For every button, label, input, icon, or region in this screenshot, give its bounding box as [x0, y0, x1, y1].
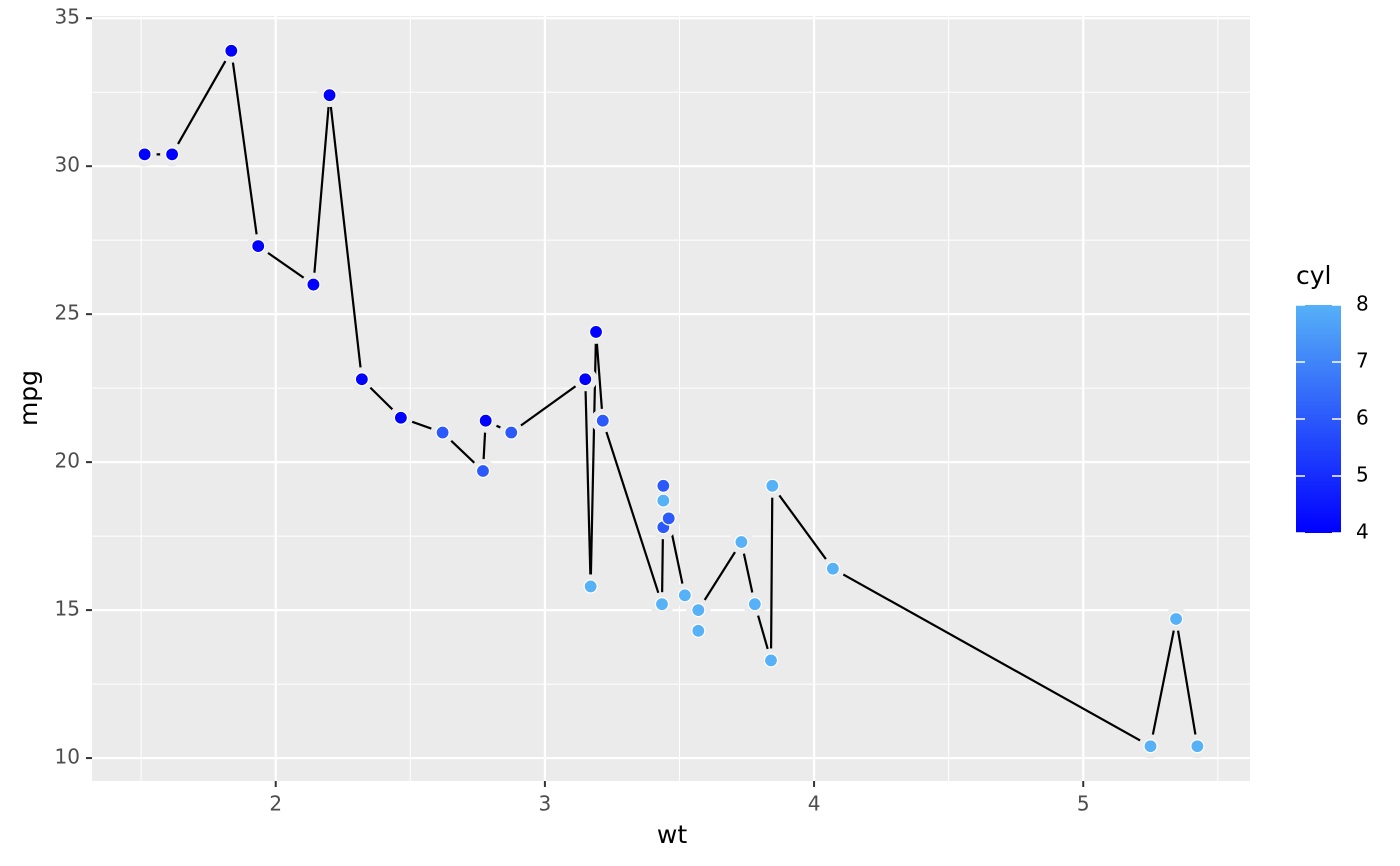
y-tick-label: 35 — [55, 5, 80, 29]
point — [224, 43, 239, 58]
colorbar-label: 5 — [1356, 463, 1369, 487]
x-tick-label: 2 — [269, 792, 282, 816]
y-tick-label: 25 — [55, 301, 80, 325]
point — [763, 653, 779, 668]
point — [825, 561, 841, 576]
point — [765, 478, 780, 493]
point — [164, 147, 180, 162]
point — [1190, 739, 1205, 754]
point — [677, 588, 692, 603]
point — [306, 277, 321, 292]
point — [435, 425, 450, 440]
y-tick-label: 10 — [55, 745, 80, 769]
x-tick-label: 4 — [808, 792, 821, 816]
colorbar-label: 8 — [1356, 292, 1369, 316]
point — [691, 623, 706, 638]
x-tick-label: 3 — [539, 792, 552, 816]
point — [656, 478, 671, 493]
point — [393, 410, 408, 425]
y-tick-label: 30 — [55, 153, 80, 177]
point — [661, 511, 676, 526]
point — [354, 372, 369, 387]
point — [595, 413, 610, 428]
point — [475, 463, 491, 479]
point — [322, 88, 337, 103]
colorbar-label: 7 — [1356, 349, 1369, 373]
y-tick-label: 20 — [55, 449, 80, 473]
point — [691, 602, 706, 618]
point — [588, 324, 604, 340]
y-tick-label: 15 — [55, 597, 80, 621]
point — [137, 147, 152, 162]
point — [504, 425, 519, 440]
point — [654, 597, 670, 612]
y-axis-title: mpg — [14, 370, 43, 426]
colorbar-label: 4 — [1356, 520, 1369, 544]
point — [747, 597, 762, 612]
x-axis-title: wt — [657, 820, 687, 849]
point — [656, 493, 671, 508]
point — [734, 534, 749, 550]
point — [1143, 739, 1158, 754]
point — [478, 413, 493, 428]
point — [251, 238, 266, 254]
x-tick-label: 5 — [1077, 792, 1090, 816]
colorbar-label: 6 — [1356, 406, 1369, 430]
legend-title: cyl — [1296, 261, 1332, 290]
panel — [92, 16, 1250, 781]
point — [1168, 611, 1184, 627]
point — [583, 579, 598, 594]
point — [578, 372, 593, 387]
